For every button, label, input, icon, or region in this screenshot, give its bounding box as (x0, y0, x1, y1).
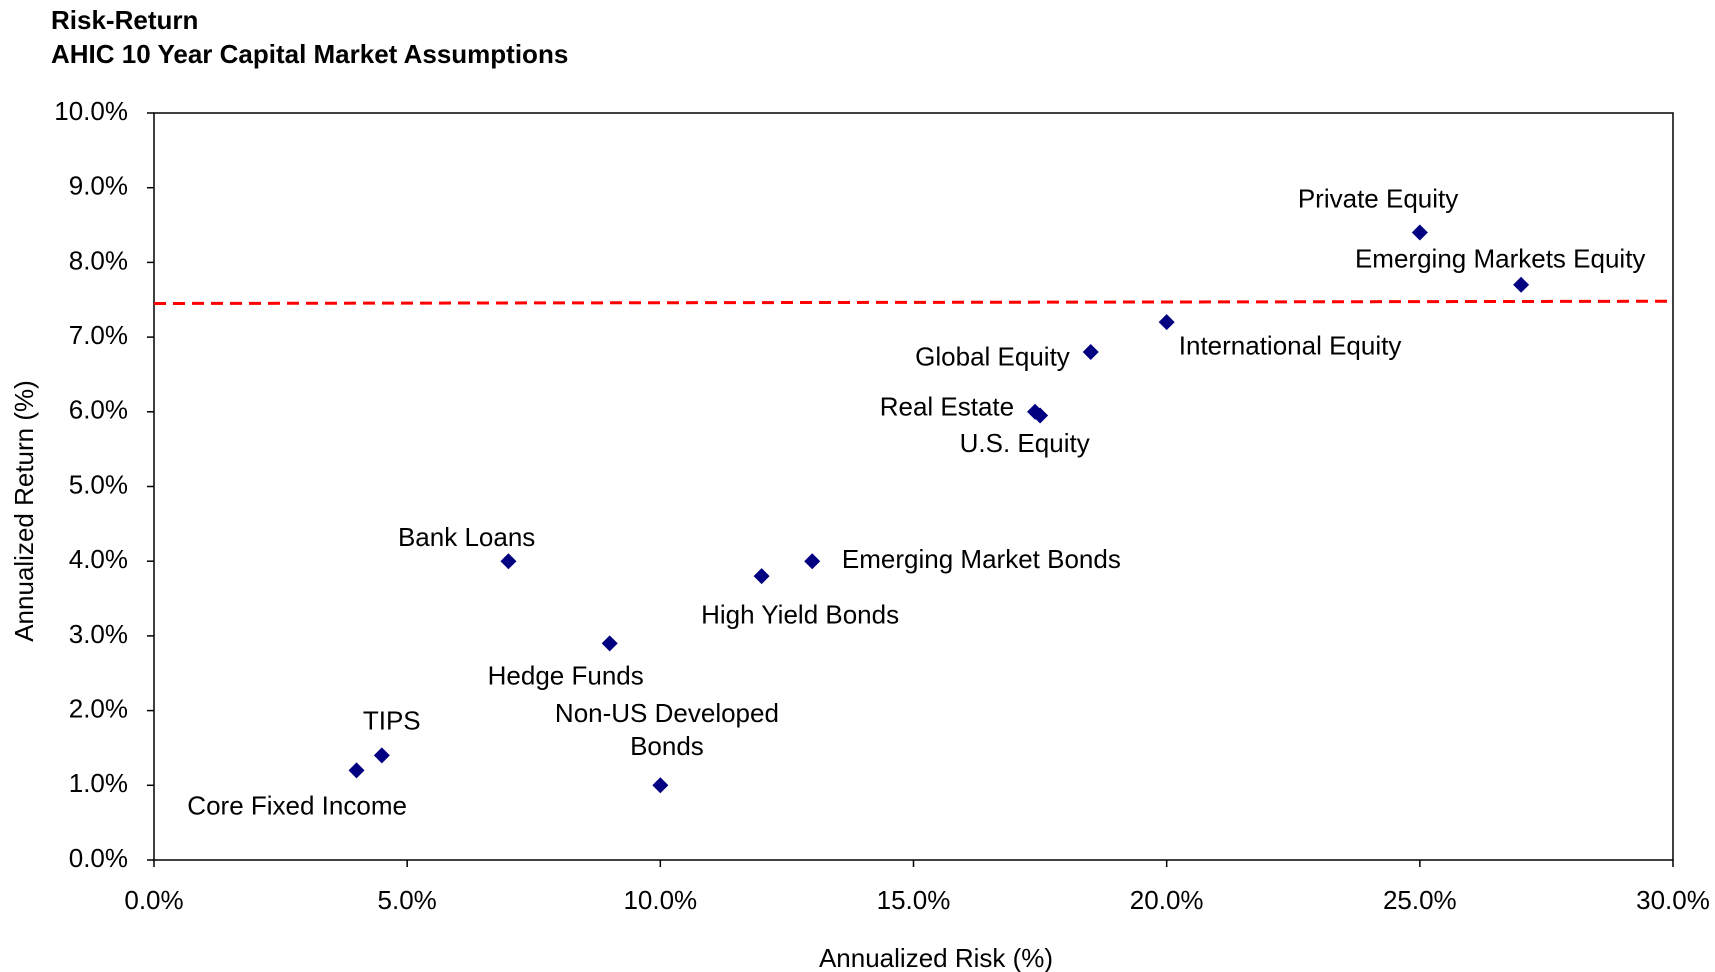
point (753, 568, 770, 585)
y-axis-title: Annualized Return (%) (9, 380, 39, 642)
point (804, 553, 821, 570)
point (1513, 276, 1530, 293)
x-tick-label: 15.0% (877, 885, 951, 915)
y-tick-label: 2.0% (69, 693, 128, 723)
chart-subtitle: AHIC 10 Year Capital Market Assumptions (51, 39, 568, 69)
point-label: Bonds (630, 731, 704, 761)
point (348, 762, 365, 779)
y-tick-label: 1.0% (69, 768, 128, 798)
y-tick-label: 3.0% (69, 619, 128, 649)
point-label: U.S. Equity (960, 428, 1090, 458)
point-label: Emerging Markets Equity (1355, 243, 1645, 273)
point-label: International Equity (1179, 330, 1402, 360)
y-tick-label: 4.0% (69, 544, 128, 574)
chart-title: Risk-Return (51, 5, 198, 35)
x-tick-label: 0.0% (124, 885, 183, 915)
point-label: Global Equity (915, 342, 1070, 372)
y-tick-label: 8.0% (69, 245, 128, 275)
point-label: Private Equity (1298, 183, 1458, 213)
y-tick-label: 10.0% (54, 96, 128, 126)
y-tick-label: 5.0% (69, 469, 128, 499)
y-tick-label: 6.0% (69, 395, 128, 425)
point-label: Hedge Funds (488, 660, 644, 690)
x-tick-label: 30.0% (1636, 885, 1710, 915)
point (373, 747, 390, 764)
point-label: High Yield Bonds (701, 600, 899, 630)
y-tick-label: 0.0% (69, 843, 128, 873)
point-label: Real Estate (880, 391, 1014, 421)
point-label: TIPS (363, 705, 421, 735)
x-tick-label: 5.0% (378, 885, 437, 915)
reference-line (153, 299, 1674, 305)
x-axis-title: Annualized Risk (%) (819, 943, 1053, 972)
point (652, 777, 669, 794)
point-label: Core Fixed Income (187, 791, 407, 821)
x-tick-label: 10.0% (623, 885, 697, 915)
y-tick-label: 9.0% (69, 171, 128, 201)
point-label: Emerging Market Bonds (842, 544, 1121, 574)
point (601, 635, 618, 652)
point (1411, 224, 1428, 241)
point (500, 553, 517, 570)
point (1082, 344, 1099, 361)
x-tick-label: 20.0% (1130, 885, 1204, 915)
point (1032, 407, 1049, 424)
x-tick-label: 25.0% (1383, 885, 1457, 915)
point-label: Non-US Developed (555, 698, 779, 728)
y-tick-label: 7.0% (69, 320, 128, 350)
point-label: Bank Loans (398, 522, 535, 552)
point (1158, 314, 1175, 331)
